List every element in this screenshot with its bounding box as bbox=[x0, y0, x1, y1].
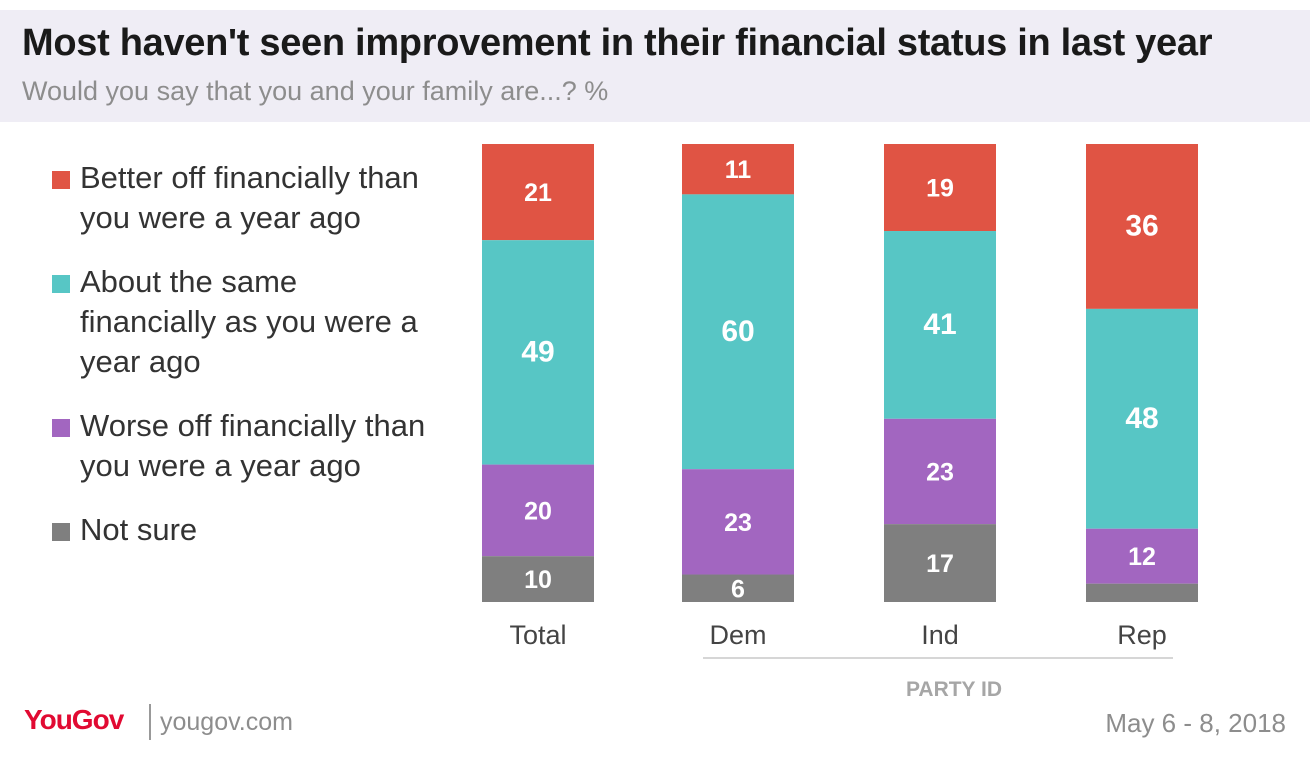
data-label-dem-series-1: 60 bbox=[721, 315, 754, 348]
legend-item-worse: Worse off financially than you were a ye… bbox=[48, 406, 428, 486]
category-label-dem: Dem bbox=[709, 620, 766, 650]
header-band: Most haven't seen improvement in their f… bbox=[0, 10, 1310, 122]
legend-swatch-better bbox=[52, 171, 70, 189]
legend-swatch-not-sure bbox=[52, 523, 70, 541]
data-label-rep-series-0: 36 bbox=[1125, 209, 1158, 242]
data-label-ind-series-1: 41 bbox=[923, 308, 956, 341]
category-label-ind: Ind bbox=[921, 620, 959, 650]
data-label-total-series-1: 49 bbox=[521, 335, 554, 368]
chart-subtitle: Would you say that you and your family a… bbox=[22, 76, 609, 106]
bar-rep-series-2 bbox=[1086, 528, 1198, 584]
data-label-ind-series-0: 19 bbox=[926, 175, 954, 203]
data-label-rep-series-1: 48 bbox=[1125, 402, 1158, 435]
bar-dem-series-1 bbox=[682, 194, 794, 470]
legend-swatch-worse bbox=[52, 419, 70, 437]
bar-dem-series-2 bbox=[682, 469, 794, 575]
bar-ind-series-1 bbox=[884, 231, 996, 419]
bar-total-series-0 bbox=[482, 144, 594, 241]
data-label-dem-series-0: 11 bbox=[725, 156, 752, 184]
data-label-total-series-3: 10 bbox=[524, 566, 552, 594]
legend-label-worse: Worse off financially than you were a ye… bbox=[80, 408, 426, 483]
chart-title: Most haven't seen improvement in their f… bbox=[22, 22, 1213, 64]
bar-rep-series-0 bbox=[1086, 144, 1198, 309]
yougov-logo: YouGov bbox=[24, 704, 124, 735]
legend-label-not-sure: Not sure bbox=[80, 512, 198, 547]
legend-item-better: Better off financially than you were a y… bbox=[48, 158, 428, 238]
bar-total-series-2 bbox=[482, 464, 594, 557]
bar-ind-series-2 bbox=[884, 418, 996, 525]
legend: Better off financially than you were a y… bbox=[48, 158, 428, 550]
footer-date: May 6 - 8, 2018 bbox=[1105, 708, 1286, 738]
bar-ind-series-0 bbox=[884, 144, 996, 232]
legend-label-same: About the same financially as you were a… bbox=[80, 264, 418, 379]
bar-rep-series-1 bbox=[1086, 308, 1198, 529]
legend-item-not-sure: Not sure bbox=[48, 510, 428, 550]
footer-divider bbox=[149, 704, 151, 740]
data-label-rep-series-2: 12 bbox=[1128, 543, 1156, 571]
footer-url[interactable]: yougov.com bbox=[160, 708, 293, 736]
bar-ind-series-3 bbox=[884, 524, 996, 602]
data-label-ind-series-2: 23 bbox=[926, 458, 954, 486]
bar-dem-series-0 bbox=[682, 144, 794, 195]
category-label-rep: Rep bbox=[1117, 620, 1167, 650]
category-label-total: Total bbox=[509, 620, 566, 650]
bar-total-series-3 bbox=[482, 556, 594, 602]
bar-total-series-1 bbox=[482, 240, 594, 465]
party-id-group-label: PARTY ID bbox=[906, 678, 1002, 701]
data-label-total-series-0: 21 bbox=[524, 179, 552, 207]
bar-rep-series-3 bbox=[1086, 583, 1198, 602]
legend-swatch-same bbox=[52, 275, 70, 293]
data-label-total-series-2: 20 bbox=[524, 497, 552, 525]
data-label-dem-series-3: 6 bbox=[731, 575, 745, 603]
bar-dem-series-3 bbox=[682, 574, 794, 602]
data-label-dem-series-2: 23 bbox=[724, 509, 752, 537]
data-label-ind-series-3: 17 bbox=[926, 550, 954, 578]
legend-item-same: About the same financially as you were a… bbox=[48, 262, 428, 382]
legend-label-better: Better off financially than you were a y… bbox=[80, 160, 419, 235]
